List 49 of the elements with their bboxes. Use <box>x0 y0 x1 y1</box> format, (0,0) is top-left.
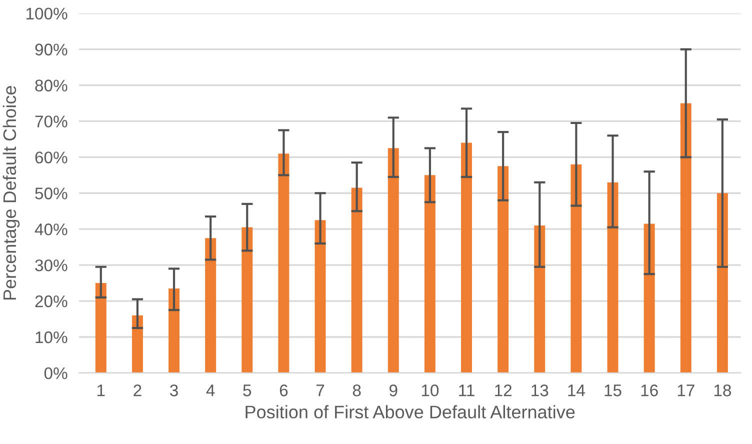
y-tick-label: 0% <box>44 367 68 380</box>
y-tick-label: 20% <box>35 295 68 308</box>
y-tick-label: 70% <box>35 116 68 128</box>
x-tick-label: 17 <box>678 384 694 396</box>
y-tick-label: 80% <box>35 80 68 92</box>
x-tick-label: 9 <box>390 384 398 396</box>
x-tick-label: 14 <box>568 384 585 396</box>
bar <box>534 226 546 373</box>
bar <box>351 188 362 373</box>
x-tick-label: 5 <box>243 384 252 396</box>
bar <box>314 220 326 373</box>
x-tick-label: 2 <box>134 384 142 396</box>
x-tick-label: 4 <box>206 384 215 396</box>
bar <box>424 175 436 373</box>
x-tick-label: 15 <box>604 384 622 396</box>
bar <box>168 288 180 373</box>
y-tick-label: 40% <box>34 224 68 236</box>
bar <box>607 182 618 373</box>
x-tick-label: 10 <box>422 384 439 396</box>
y-tick-label: 100% <box>26 8 68 20</box>
x-tick-label: 12 <box>495 384 512 396</box>
bar <box>242 227 253 373</box>
y-tick-label: 10% <box>36 331 68 344</box>
y-tick-label: 90% <box>35 44 68 56</box>
bar <box>205 238 216 373</box>
bar <box>716 193 728 373</box>
y-tick-label: 60% <box>35 152 68 164</box>
x-axis-title: Position of First Above Default Alternative <box>246 405 575 418</box>
x-tick-label: 1 <box>98 384 105 396</box>
bar <box>278 154 290 373</box>
y-tick-label: 30% <box>35 259 68 272</box>
x-tick-label: 8 <box>352 384 361 396</box>
bar <box>132 315 143 373</box>
bar <box>644 224 655 373</box>
x-tick-label: 6 <box>280 384 288 396</box>
bar <box>388 148 399 373</box>
bar <box>461 142 472 373</box>
bar <box>498 166 509 373</box>
x-tick-label: 16 <box>641 384 658 396</box>
bar <box>680 103 692 373</box>
x-tick-label: 18 <box>714 384 731 396</box>
x-tick-label: 13 <box>532 384 548 396</box>
bar <box>570 164 582 373</box>
x-tick-label: 3 <box>170 384 178 396</box>
x-tick-label: 7 <box>316 384 324 396</box>
y-tick-label: 50% <box>35 188 68 200</box>
x-tick-label: 11 <box>459 384 474 396</box>
y-axis-title: Percentage Default Choice <box>2 86 20 300</box>
bar <box>95 283 106 373</box>
